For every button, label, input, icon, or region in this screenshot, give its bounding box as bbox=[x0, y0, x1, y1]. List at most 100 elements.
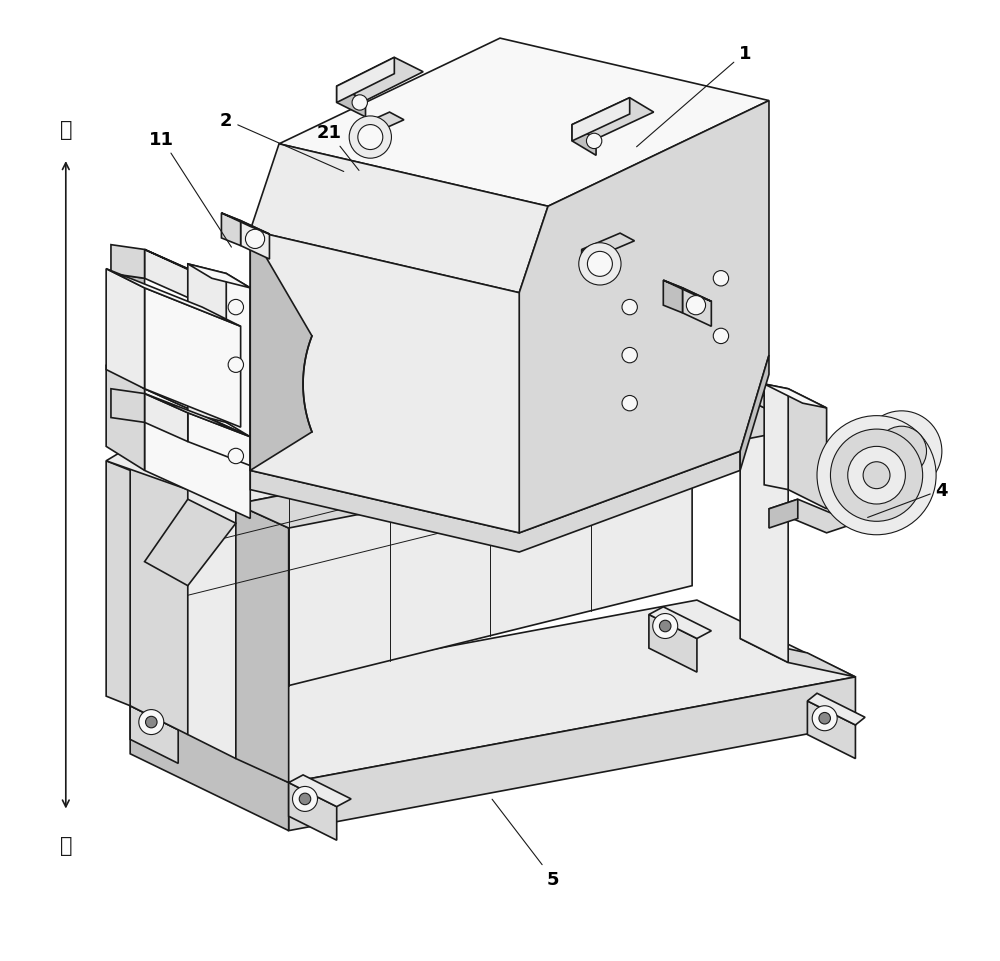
Circle shape bbox=[358, 126, 383, 150]
Circle shape bbox=[139, 710, 164, 735]
Polygon shape bbox=[145, 250, 250, 298]
Polygon shape bbox=[130, 452, 188, 735]
Text: 1: 1 bbox=[637, 44, 751, 148]
Polygon shape bbox=[289, 776, 351, 807]
Circle shape bbox=[812, 706, 837, 731]
Polygon shape bbox=[649, 607, 711, 639]
Circle shape bbox=[228, 357, 244, 373]
Polygon shape bbox=[279, 39, 769, 207]
Text: 21: 21 bbox=[317, 124, 359, 171]
Polygon shape bbox=[351, 113, 404, 138]
Polygon shape bbox=[572, 99, 630, 142]
Polygon shape bbox=[740, 356, 769, 471]
Circle shape bbox=[228, 300, 244, 315]
Text: 底: 底 bbox=[60, 835, 72, 855]
Circle shape bbox=[245, 230, 265, 249]
Polygon shape bbox=[764, 384, 788, 490]
Circle shape bbox=[622, 300, 637, 315]
Polygon shape bbox=[130, 601, 855, 783]
Polygon shape bbox=[241, 221, 269, 259]
Circle shape bbox=[586, 135, 602, 149]
Polygon shape bbox=[226, 274, 250, 437]
Circle shape bbox=[713, 271, 729, 286]
Circle shape bbox=[293, 787, 317, 812]
Text: 4: 4 bbox=[868, 481, 948, 518]
Circle shape bbox=[817, 416, 936, 535]
Circle shape bbox=[861, 411, 942, 492]
Polygon shape bbox=[740, 384, 788, 663]
Polygon shape bbox=[221, 213, 269, 234]
Polygon shape bbox=[649, 615, 697, 673]
Polygon shape bbox=[683, 288, 711, 327]
Polygon shape bbox=[106, 365, 145, 471]
Polygon shape bbox=[145, 288, 241, 428]
Polygon shape bbox=[663, 281, 683, 313]
Polygon shape bbox=[351, 131, 366, 147]
Polygon shape bbox=[106, 365, 250, 437]
Polygon shape bbox=[250, 231, 312, 471]
Circle shape bbox=[830, 430, 923, 522]
Circle shape bbox=[299, 794, 311, 805]
Circle shape bbox=[579, 243, 621, 285]
Polygon shape bbox=[145, 389, 250, 519]
Polygon shape bbox=[145, 500, 236, 586]
Circle shape bbox=[819, 713, 830, 725]
Polygon shape bbox=[692, 356, 788, 408]
Polygon shape bbox=[807, 702, 855, 759]
Polygon shape bbox=[769, 500, 855, 533]
Circle shape bbox=[349, 117, 391, 159]
Polygon shape bbox=[145, 250, 188, 298]
Polygon shape bbox=[236, 404, 807, 529]
Polygon shape bbox=[807, 694, 865, 726]
Polygon shape bbox=[111, 245, 145, 279]
Polygon shape bbox=[106, 269, 241, 327]
Polygon shape bbox=[337, 59, 423, 102]
Polygon shape bbox=[188, 356, 692, 711]
Polygon shape bbox=[755, 380, 788, 420]
Text: 頂: 頂 bbox=[60, 120, 72, 140]
Circle shape bbox=[848, 447, 905, 505]
Polygon shape bbox=[111, 274, 145, 423]
Polygon shape bbox=[145, 394, 188, 442]
Polygon shape bbox=[572, 99, 654, 140]
Polygon shape bbox=[289, 678, 855, 830]
Text: 11: 11 bbox=[149, 131, 231, 248]
Polygon shape bbox=[250, 145, 548, 293]
Polygon shape bbox=[519, 102, 769, 533]
Polygon shape bbox=[106, 269, 145, 389]
Circle shape bbox=[686, 296, 706, 315]
Circle shape bbox=[622, 396, 637, 411]
Polygon shape bbox=[145, 394, 250, 437]
Circle shape bbox=[659, 621, 671, 632]
Polygon shape bbox=[106, 461, 130, 706]
Circle shape bbox=[863, 462, 890, 489]
Polygon shape bbox=[130, 706, 289, 830]
Polygon shape bbox=[236, 380, 755, 505]
Polygon shape bbox=[788, 389, 827, 509]
Circle shape bbox=[653, 614, 678, 639]
Circle shape bbox=[146, 717, 157, 728]
Polygon shape bbox=[250, 231, 519, 533]
Circle shape bbox=[228, 449, 244, 464]
Polygon shape bbox=[764, 384, 827, 408]
Polygon shape bbox=[221, 213, 241, 246]
Polygon shape bbox=[582, 234, 634, 258]
Circle shape bbox=[877, 427, 927, 477]
Polygon shape bbox=[236, 505, 289, 783]
Polygon shape bbox=[250, 452, 740, 553]
Polygon shape bbox=[188, 264, 226, 423]
Circle shape bbox=[587, 252, 612, 277]
Circle shape bbox=[713, 329, 729, 344]
Polygon shape bbox=[130, 452, 236, 480]
Text: 5: 5 bbox=[492, 800, 559, 888]
Polygon shape bbox=[130, 699, 193, 730]
Polygon shape bbox=[188, 456, 236, 759]
Polygon shape bbox=[582, 250, 596, 267]
Polygon shape bbox=[740, 639, 855, 678]
Polygon shape bbox=[572, 126, 596, 156]
Polygon shape bbox=[188, 269, 250, 327]
Circle shape bbox=[622, 348, 637, 363]
Polygon shape bbox=[289, 783, 337, 840]
Polygon shape bbox=[769, 500, 798, 529]
Polygon shape bbox=[663, 281, 711, 302]
